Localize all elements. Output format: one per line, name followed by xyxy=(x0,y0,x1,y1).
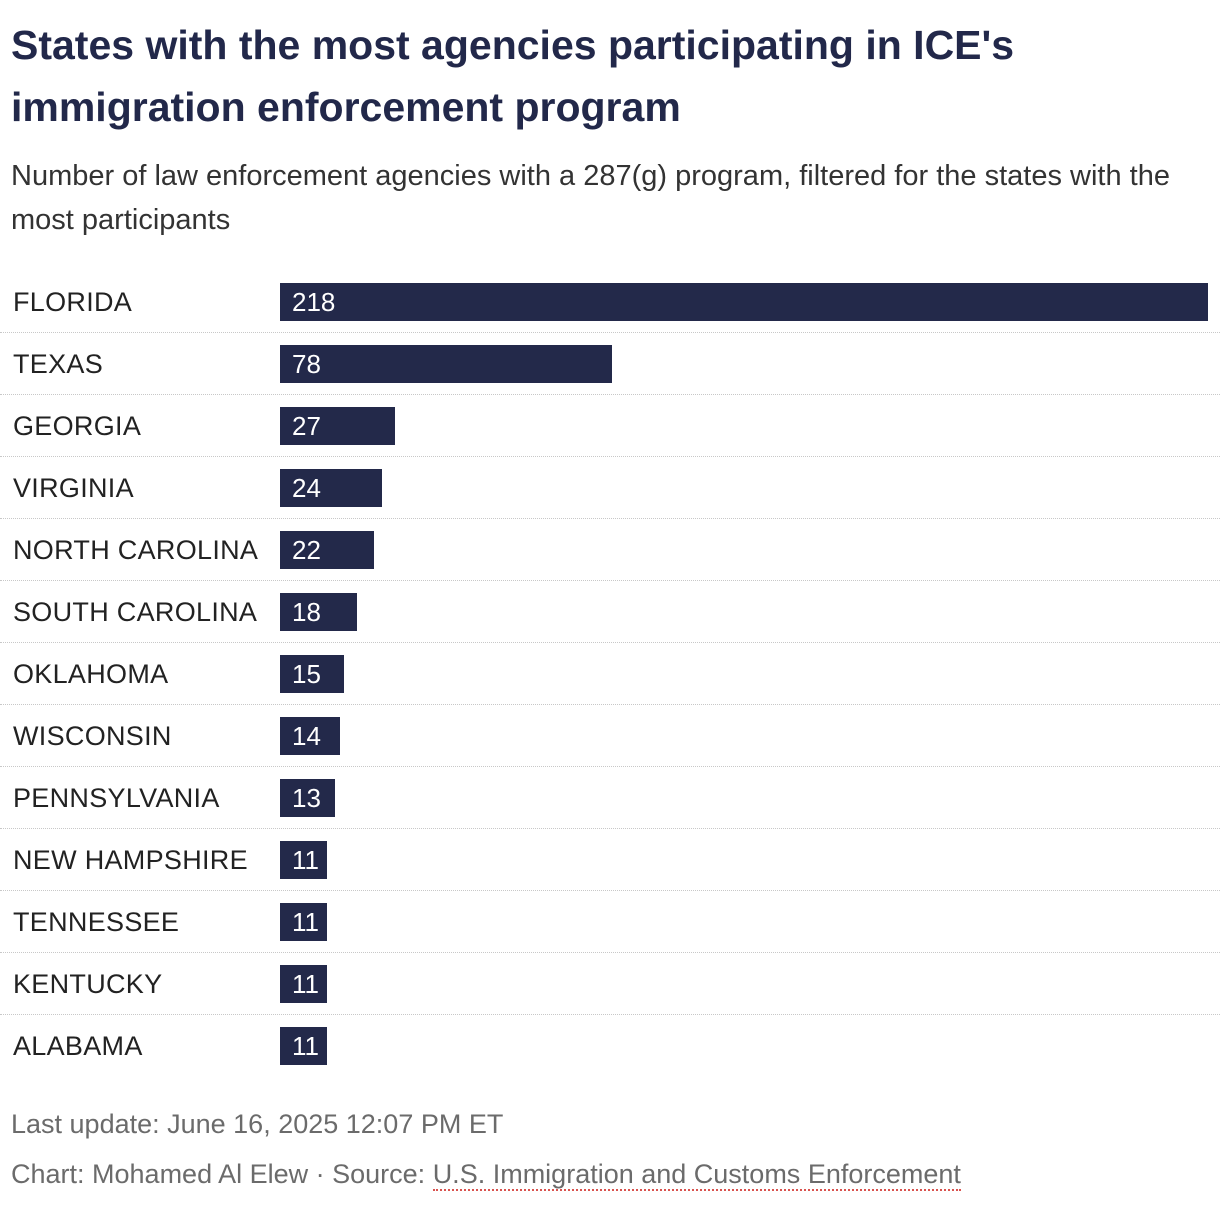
bar xyxy=(280,1027,327,1065)
bar xyxy=(280,407,395,445)
bar-value-label: 18 xyxy=(292,597,321,627)
source-link[interactable]: U.S. Immigration and Customs Enforcement xyxy=(432,1159,961,1191)
chart-row: ALABAMA 11 xyxy=(0,1015,1220,1077)
bar-value-label: 11 xyxy=(292,1031,319,1061)
state-label: GEORGIA xyxy=(13,411,142,441)
bar-value-label: 22 xyxy=(292,535,321,565)
bar-value-label: 11 xyxy=(292,907,319,937)
bar xyxy=(280,345,612,383)
bar xyxy=(280,779,335,817)
bar-value-label: 78 xyxy=(292,349,321,379)
chart-row: FLORIDA 218 xyxy=(0,271,1220,333)
chart-row: GEORGIA 27 xyxy=(0,395,1220,457)
bar-value-label: 218 xyxy=(292,287,336,317)
bar xyxy=(280,593,357,631)
chart-credit: Chart: Mohamed Al Elew · Source: U.S. Im… xyxy=(11,1156,961,1192)
state-label: NORTH CAROLINA xyxy=(13,535,259,565)
bar-value-label: 13 xyxy=(292,783,321,813)
state-label: FLORIDA xyxy=(13,287,133,317)
chart-row: OKLAHOMA 15 xyxy=(0,643,1220,705)
state-label: WISCONSIN xyxy=(13,721,172,751)
state-label: NEW HAMPSHIRE xyxy=(13,845,248,875)
bar xyxy=(280,717,340,755)
chart-row: WISCONSIN 14 xyxy=(0,705,1220,767)
chart-row: KENTUCKY 11 xyxy=(0,953,1220,1015)
bar xyxy=(280,469,382,507)
bar-value-label: 24 xyxy=(292,473,321,503)
chart-subtitle: Number of law enforcement agencies with … xyxy=(11,160,1170,236)
state-label: PENNSYLVANIA xyxy=(13,783,220,813)
chart-title: States with the most agencies participat… xyxy=(11,22,1015,130)
bar-chart: FLORIDA 218 TEXAS 78 GEORGIA 27 VIRGINIA 24 NORT… xyxy=(0,271,1220,1077)
bar-value-label: 11 xyxy=(292,845,319,875)
chart-row: PENNSYLVANIA 13 xyxy=(0,767,1220,829)
chart-row: VIRGINIA 24 xyxy=(0,457,1220,519)
state-label: ALABAMA xyxy=(13,1031,143,1061)
bar xyxy=(280,965,327,1003)
bar-value-label: 27 xyxy=(292,411,321,441)
state-label: TENNESSEE xyxy=(13,907,180,937)
chart-row: SOUTH CAROLINA 18 xyxy=(0,581,1220,643)
chart-row: TEXAS 78 xyxy=(0,333,1220,395)
last-update: Last update: June 16, 2025 12:07 PM ET xyxy=(11,1109,504,1139)
state-label: KENTUCKY xyxy=(13,969,163,999)
chart-row: NEW HAMPSHIRE 11 xyxy=(0,829,1220,891)
bar xyxy=(280,655,344,693)
bar-value-label: 15 xyxy=(292,659,321,689)
state-label: OKLAHOMA xyxy=(13,659,169,689)
state-label: TEXAS xyxy=(13,349,104,379)
state-label: SOUTH CAROLINA xyxy=(13,597,258,627)
chart-row: NORTH CAROLINA 22 xyxy=(0,519,1220,581)
bar xyxy=(280,531,374,569)
bar-value-label: 11 xyxy=(292,969,319,999)
bar xyxy=(280,841,327,879)
state-label: VIRGINIA xyxy=(13,473,134,503)
bar-value-label: 14 xyxy=(292,721,321,751)
bar xyxy=(280,903,327,941)
chart-row: TENNESSEE 11 xyxy=(0,891,1220,953)
credit-text: Chart: Mohamed Al Elew · Source: xyxy=(11,1159,433,1189)
bar xyxy=(280,283,1208,321)
